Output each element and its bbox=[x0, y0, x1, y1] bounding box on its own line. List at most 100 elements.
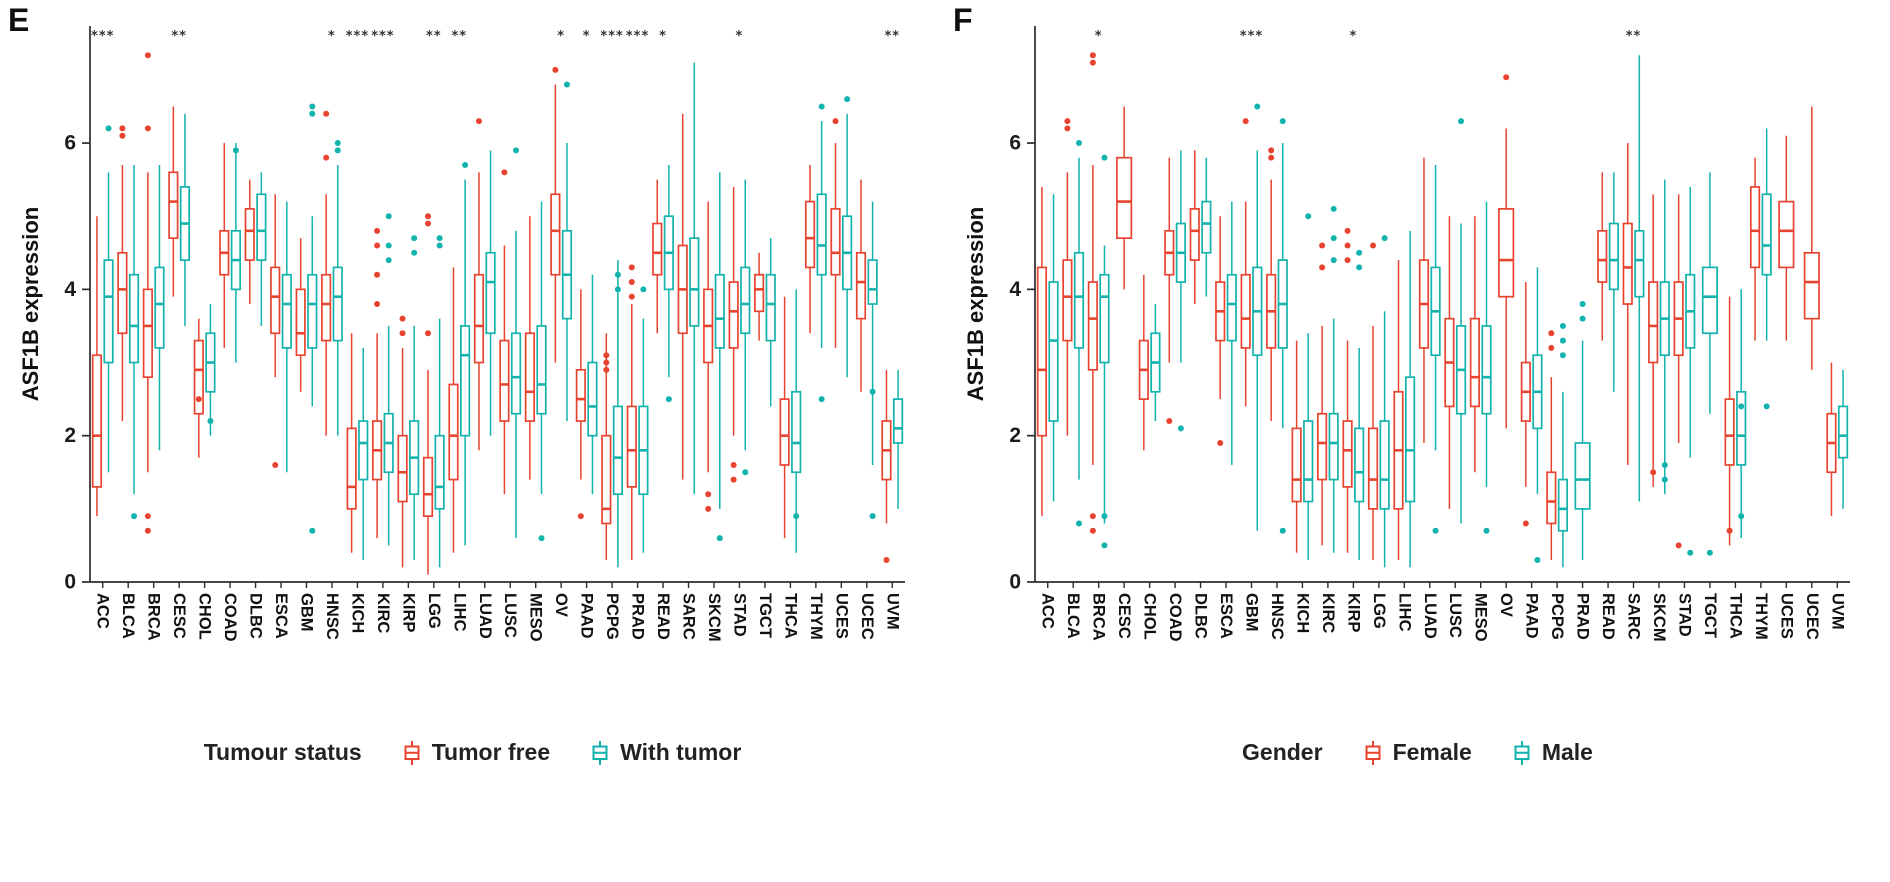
svg-text:READ: READ bbox=[1599, 593, 1617, 640]
svg-text:KIRP: KIRP bbox=[399, 593, 417, 632]
legend-title-tumour-status: Tumour status bbox=[203, 739, 362, 765]
svg-text:KIRP: KIRP bbox=[1344, 593, 1362, 632]
svg-text:**: ** bbox=[451, 29, 467, 44]
svg-text:PAAD: PAAD bbox=[578, 593, 596, 639]
svg-text:SARC: SARC bbox=[1625, 593, 1643, 640]
boxplot-glyph-icon bbox=[1363, 740, 1383, 766]
svg-text:KICH: KICH bbox=[348, 593, 366, 633]
svg-text:GBM: GBM bbox=[1242, 593, 1260, 632]
svg-text:PRAD: PRAD bbox=[629, 593, 647, 640]
svg-text:6: 6 bbox=[1009, 132, 1021, 155]
svg-text:DLBC: DLBC bbox=[247, 593, 265, 639]
boxplot-glyph-icon bbox=[590, 740, 610, 766]
panel-e-letter: E bbox=[8, 2, 30, 38]
legend-entry-tumor-free: Tumor free bbox=[402, 739, 550, 766]
boxplot-glyph-icon bbox=[1512, 740, 1532, 766]
svg-text:THCA: THCA bbox=[1726, 593, 1744, 639]
svg-text:SARC: SARC bbox=[680, 593, 698, 640]
panel-e-boxplot-chart: 0 2 4 6 ASF1B expression ACC *** BLCA BRCA CESC **… bbox=[16, 6, 945, 733]
svg-text:LGG: LGG bbox=[1370, 593, 1388, 629]
legend-entry-male: Male bbox=[1512, 739, 1593, 766]
svg-text:GBM: GBM bbox=[297, 593, 315, 632]
svg-text:***: *** bbox=[626, 29, 649, 44]
svg-text:LIHC: LIHC bbox=[1395, 593, 1413, 632]
svg-text:OV: OV bbox=[1497, 593, 1515, 617]
svg-text:COAD: COAD bbox=[1166, 593, 1184, 642]
svg-text:UVM: UVM bbox=[883, 593, 901, 630]
svg-text:*: * bbox=[583, 29, 591, 44]
svg-text:CESC: CESC bbox=[170, 593, 188, 639]
legend-label-male: Male bbox=[1541, 739, 1593, 765]
svg-text:READ: READ bbox=[654, 593, 672, 640]
svg-text:LIHC: LIHC bbox=[450, 593, 468, 632]
svg-text:*: * bbox=[557, 29, 565, 44]
svg-text:SKCM: SKCM bbox=[1650, 593, 1668, 642]
svg-text:LGG: LGG bbox=[425, 593, 443, 629]
svg-text:CHOL: CHOL bbox=[196, 593, 214, 640]
svg-text:LUSC: LUSC bbox=[501, 593, 519, 638]
legend-label-tumor-free: Tumor free bbox=[431, 739, 551, 765]
svg-text:*: * bbox=[1095, 29, 1103, 44]
svg-text:ASF1B expression: ASF1B expression bbox=[18, 207, 43, 401]
svg-text:2: 2 bbox=[1009, 424, 1021, 447]
svg-text:UCES: UCES bbox=[832, 593, 850, 639]
svg-text:BRCA: BRCA bbox=[1090, 593, 1108, 641]
svg-text:LUSC: LUSC bbox=[1446, 593, 1464, 638]
svg-text:HNSC: HNSC bbox=[1268, 593, 1286, 640]
svg-text:ESCA: ESCA bbox=[272, 593, 290, 639]
svg-text:PCPG: PCPG bbox=[603, 593, 621, 640]
svg-text:***: *** bbox=[1240, 29, 1263, 44]
svg-text:MESO: MESO bbox=[1472, 593, 1490, 642]
svg-text:***: *** bbox=[371, 29, 394, 44]
svg-text:UVM: UVM bbox=[1828, 593, 1846, 630]
svg-text:ASF1B expression: ASF1B expression bbox=[963, 207, 988, 401]
svg-text:STAD: STAD bbox=[1675, 593, 1693, 637]
svg-text:*: * bbox=[1349, 29, 1357, 44]
svg-text:PRAD: PRAD bbox=[1574, 593, 1592, 640]
boxplot-glyph-icon bbox=[402, 740, 422, 766]
svg-text:BLCA: BLCA bbox=[119, 593, 137, 639]
legend-label-female: Female bbox=[1392, 739, 1472, 765]
legend-entry-female: Female bbox=[1363, 739, 1472, 766]
svg-text:**: ** bbox=[884, 29, 900, 44]
svg-text:2: 2 bbox=[64, 424, 76, 447]
svg-text:*: * bbox=[736, 29, 744, 44]
svg-text:4: 4 bbox=[1009, 278, 1021, 301]
svg-text:0: 0 bbox=[64, 571, 76, 594]
svg-text:PCPG: PCPG bbox=[1548, 593, 1566, 640]
svg-text:6: 6 bbox=[64, 132, 76, 155]
svg-text:LUAD: LUAD bbox=[1421, 593, 1439, 639]
svg-text:ESCA: ESCA bbox=[1217, 593, 1235, 639]
panel-f-letter: F bbox=[953, 2, 973, 38]
svg-text:LUAD: LUAD bbox=[476, 593, 494, 639]
svg-text:STAD: STAD bbox=[730, 593, 748, 637]
svg-text:KICH: KICH bbox=[1293, 593, 1311, 633]
svg-text:THCA: THCA bbox=[781, 593, 799, 639]
svg-text:**: ** bbox=[426, 29, 442, 44]
svg-text:**: ** bbox=[1626, 29, 1642, 44]
svg-text:PAAD: PAAD bbox=[1523, 593, 1541, 639]
svg-text:BLCA: BLCA bbox=[1064, 593, 1082, 639]
svg-text:***: *** bbox=[600, 29, 623, 44]
svg-text:TGCT: TGCT bbox=[756, 593, 774, 638]
svg-text:BRCA: BRCA bbox=[145, 593, 163, 641]
svg-text:***: *** bbox=[346, 29, 369, 44]
svg-text:*: * bbox=[659, 29, 667, 44]
legend-entry-with-tumor: With tumor bbox=[590, 739, 741, 766]
svg-text:***: *** bbox=[91, 29, 114, 44]
svg-text:4: 4 bbox=[64, 278, 76, 301]
svg-text:SKCM: SKCM bbox=[705, 593, 723, 642]
panel-f-boxplot-chart: 0 2 4 6 ASF1B expression ACC BLCA BRCA * CESC CHOL… bbox=[961, 6, 1890, 733]
svg-text:ACC: ACC bbox=[94, 593, 112, 629]
svg-text:*: * bbox=[328, 29, 336, 44]
svg-text:DLBC: DLBC bbox=[1192, 593, 1210, 639]
svg-text:MESO: MESO bbox=[527, 593, 545, 642]
svg-text:THYM: THYM bbox=[1752, 593, 1770, 640]
svg-text:0: 0 bbox=[1009, 571, 1021, 594]
svg-text:CHOL: CHOL bbox=[1141, 593, 1159, 640]
svg-text:UCES: UCES bbox=[1777, 593, 1795, 639]
svg-text:ACC: ACC bbox=[1039, 593, 1057, 629]
legend-title-gender: Gender bbox=[1242, 739, 1323, 765]
svg-text:UCEC: UCEC bbox=[1803, 593, 1821, 640]
